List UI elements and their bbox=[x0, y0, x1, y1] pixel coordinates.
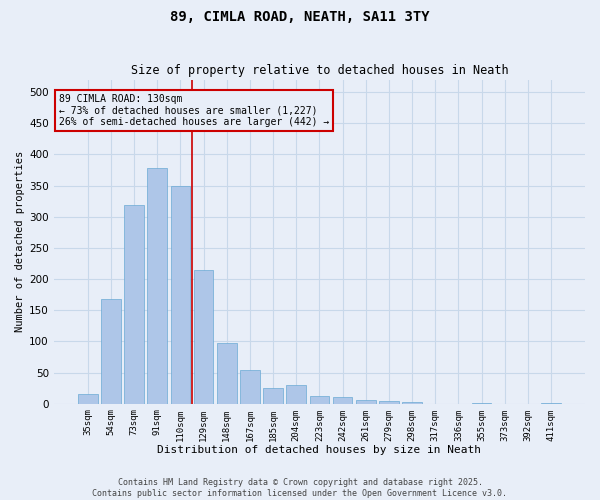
Bar bbox=[333, 397, 352, 404]
Bar bbox=[170, 186, 190, 404]
Bar bbox=[217, 344, 236, 404]
Bar bbox=[310, 396, 329, 404]
Title: Size of property relative to detached houses in Neath: Size of property relative to detached ho… bbox=[131, 64, 508, 77]
Bar bbox=[148, 168, 167, 404]
Text: 89 CIMLA ROAD: 130sqm
← 73% of detached houses are smaller (1,227)
26% of semi-d: 89 CIMLA ROAD: 130sqm ← 73% of detached … bbox=[59, 94, 329, 128]
X-axis label: Distribution of detached houses by size in Neath: Distribution of detached houses by size … bbox=[157, 445, 481, 455]
Bar bbox=[78, 394, 98, 404]
Bar bbox=[541, 403, 561, 404]
Y-axis label: Number of detached properties: Number of detached properties bbox=[15, 151, 25, 332]
Bar bbox=[286, 385, 306, 404]
Bar bbox=[263, 388, 283, 404]
Bar bbox=[194, 270, 214, 404]
Bar bbox=[402, 402, 422, 404]
Text: Contains HM Land Registry data © Crown copyright and database right 2025.
Contai: Contains HM Land Registry data © Crown c… bbox=[92, 478, 508, 498]
Bar bbox=[240, 370, 260, 404]
Bar bbox=[472, 403, 491, 404]
Text: 89, CIMLA ROAD, NEATH, SA11 3TY: 89, CIMLA ROAD, NEATH, SA11 3TY bbox=[170, 10, 430, 24]
Bar bbox=[356, 400, 376, 404]
Bar bbox=[101, 299, 121, 404]
Bar bbox=[124, 206, 144, 404]
Bar bbox=[379, 400, 399, 404]
